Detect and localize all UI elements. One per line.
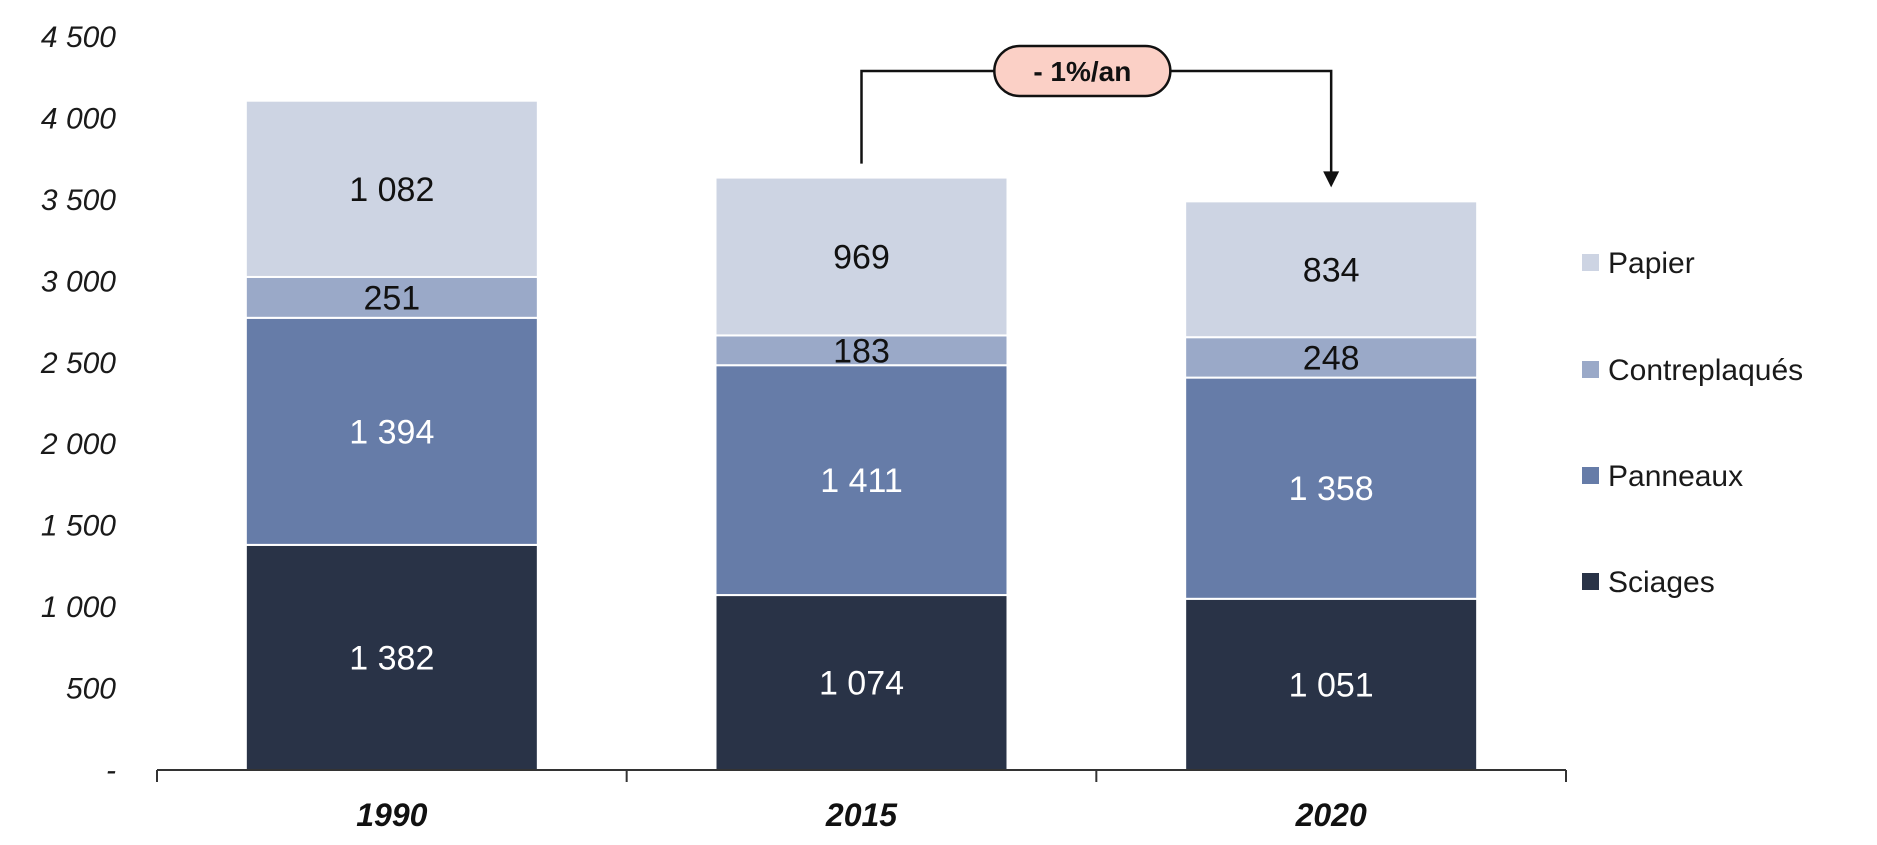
y-tick-label: 1 500 <box>41 510 116 543</box>
data-label: 1 074 <box>819 665 904 703</box>
bar-segment-panneaux-2015 <box>714 364 1009 597</box>
legend-label: Panneaux <box>1608 460 1743 493</box>
bar-segment-papier-2020 <box>1184 200 1479 339</box>
legend: Papier Contreplaqués Panneaux Sciages <box>1582 247 1803 599</box>
legend-label: Sciages <box>1608 566 1715 599</box>
legend-label: Papier <box>1608 247 1695 280</box>
x-tick-label: 2015 <box>825 797 898 833</box>
bar-segment-sciages-2015 <box>714 594 1009 771</box>
data-label: 248 <box>1303 339 1360 377</box>
y-tick-label: 3 000 <box>41 265 116 298</box>
data-label: 251 <box>363 279 420 317</box>
y-tick-label: 1 000 <box>41 591 116 624</box>
bar-segment-contreplaques-2015 <box>714 334 1009 367</box>
bar-segment-sciages-1990 <box>244 543 539 772</box>
data-label: 1 411 <box>820 462 903 500</box>
annotation-label: - 1%/an <box>1033 56 1131 87</box>
data-label: 834 <box>1303 251 1360 289</box>
bar-segment-papier-1990 <box>244 99 539 278</box>
data-label: 1 382 <box>349 639 434 677</box>
y-tick-label: 2 500 <box>40 347 116 380</box>
y-axis: - 500 1 000 1 500 2 000 2 500 3 000 3 500 4 000 4… <box>40 21 116 787</box>
y-tick-label: 3 500 <box>41 184 116 217</box>
data-label: 183 <box>833 332 890 370</box>
y-tick-label: - <box>106 754 116 787</box>
x-tick-label: 2020 <box>1295 797 1367 833</box>
data-label: 969 <box>833 238 890 276</box>
legend-swatch-panneaux <box>1582 467 1599 484</box>
data-label: 1 082 <box>349 171 434 209</box>
data-label: 1 358 <box>1289 470 1374 508</box>
y-tick-label: 500 <box>66 673 116 706</box>
y-tick-label: 4 000 <box>41 102 116 135</box>
x-axis: 1990 2015 2020 <box>156 769 1567 833</box>
data-label: 1 394 <box>349 413 434 451</box>
bar-segment-panneaux-1990 <box>244 316 539 546</box>
legend-swatch-papier <box>1582 254 1599 271</box>
data-label: 1 051 <box>1289 666 1374 704</box>
y-tick-label: 2 000 <box>40 428 116 461</box>
bars: 1 382 1 394 251 1 082 1 074 1 411 183 969 1 051 1… <box>244 99 1479 772</box>
legend-label: Contreplaqués <box>1608 354 1803 387</box>
y-tick-label: 4 500 <box>41 21 116 54</box>
annotation-badge <box>993 44 1172 98</box>
arrow-down-icon <box>1323 171 1340 188</box>
legend-swatch-contreplaques <box>1582 361 1599 378</box>
growth-annotation: - 1%/an <box>860 44 1340 188</box>
bar-segment-papier-2015 <box>714 176 1009 337</box>
bar-segment-contreplaques-2020 <box>1184 336 1479 379</box>
legend-swatch-sciages <box>1582 573 1599 590</box>
bar-segment-panneaux-2020 <box>1184 376 1479 600</box>
x-tick-label: 1990 <box>356 797 427 833</box>
